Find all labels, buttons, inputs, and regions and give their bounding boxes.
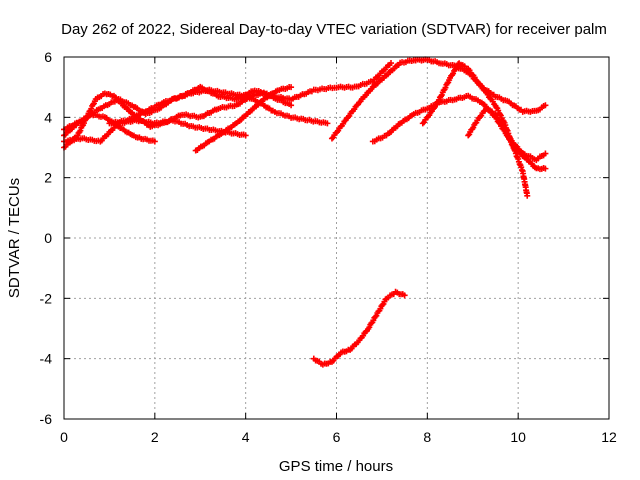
- data-point: [379, 301, 386, 308]
- x-tick-label: 10: [510, 429, 526, 445]
- data-point: [465, 132, 472, 139]
- y-tick-label: 6: [44, 49, 52, 65]
- series-sat-f: [192, 84, 295, 154]
- y-tick-label: 0: [44, 230, 52, 246]
- data-point: [324, 120, 331, 127]
- data-point: [288, 102, 295, 109]
- x-tick-label: 12: [601, 429, 617, 445]
- data-point: [542, 150, 549, 157]
- x-tick-label: 8: [423, 429, 431, 445]
- y-axis-ticks: -6 -4 -2 0 2 4 6: [40, 49, 609, 427]
- data-point: [444, 80, 451, 87]
- data-points: [61, 56, 549, 368]
- series-sat-i: [419, 60, 531, 199]
- plot-frame: [63, 56, 610, 420]
- x-tick-label: 0: [60, 429, 68, 445]
- y-tick-label: 4: [44, 109, 52, 125]
- chart-title: Day 262 of 2022, Sidereal Day-to-day VTE…: [61, 21, 607, 38]
- series-sat-j: [465, 105, 549, 173]
- x-tick-label: 6: [333, 429, 341, 445]
- y-tick-label: 2: [44, 170, 52, 186]
- data-point: [401, 292, 408, 299]
- data-point: [388, 60, 394, 67]
- series-sat-e: [106, 60, 394, 127]
- series-sat-k: [310, 288, 408, 368]
- data-point: [242, 132, 249, 139]
- data-point: [499, 123, 506, 130]
- y-tick-label: -2: [40, 290, 53, 306]
- data-point: [288, 84, 295, 91]
- data-point: [493, 104, 500, 111]
- y-axis-label: SDTVAR / TECUs: [6, 178, 23, 298]
- x-tick-label: 2: [151, 429, 159, 445]
- data-point: [506, 135, 513, 142]
- data-point: [542, 165, 549, 172]
- data-point: [372, 313, 379, 320]
- y-tick-label: -4: [40, 351, 53, 367]
- data-point: [151, 138, 158, 145]
- data-point: [90, 101, 97, 108]
- x-axis-label: GPS time / hours: [279, 458, 393, 475]
- x-tick-label: 4: [242, 429, 250, 445]
- data-point: [542, 102, 549, 109]
- data-point: [524, 192, 531, 199]
- y-tick-label: -6: [40, 411, 53, 427]
